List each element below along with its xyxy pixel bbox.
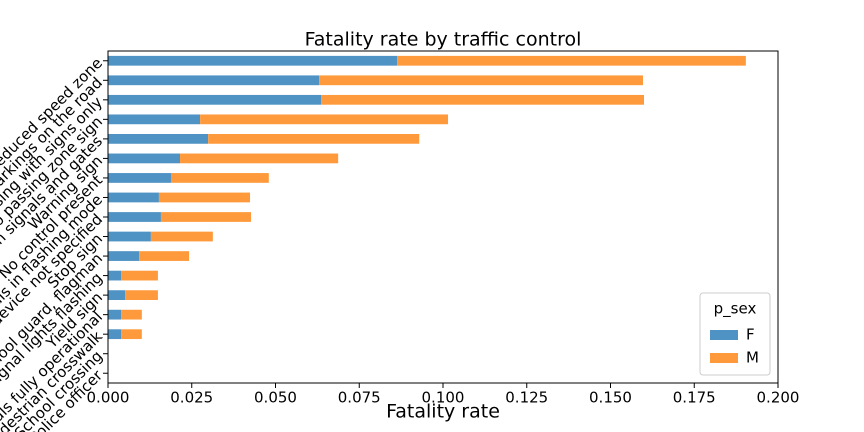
bar bbox=[160, 212, 252, 222]
bar bbox=[108, 192, 159, 203]
x-tick-label: 0.100 bbox=[422, 389, 465, 407]
bar bbox=[170, 173, 269, 183]
x-tick-label: 0.175 bbox=[673, 389, 716, 407]
legend-label: F bbox=[746, 326, 755, 344]
legend-swatch bbox=[710, 353, 738, 363]
bar bbox=[180, 153, 339, 164]
x-tick-label: 0.000 bbox=[87, 389, 130, 407]
bar bbox=[139, 251, 190, 261]
bar bbox=[108, 231, 151, 242]
bar bbox=[108, 212, 161, 222]
x-tick-label: 0.025 bbox=[170, 389, 213, 407]
bar bbox=[108, 94, 322, 105]
legend-title: p_sex bbox=[714, 300, 757, 319]
bar bbox=[108, 134, 209, 144]
x-tick-label: 0.125 bbox=[505, 389, 548, 407]
bar bbox=[108, 329, 122, 340]
bar bbox=[125, 290, 158, 300]
bar bbox=[321, 94, 644, 105]
plot-frame bbox=[107, 50, 779, 384]
bar bbox=[108, 153, 181, 164]
bar bbox=[150, 231, 213, 242]
bar bbox=[108, 270, 122, 281]
bar bbox=[108, 55, 398, 66]
bar bbox=[208, 134, 420, 144]
x-tick-label: 0.200 bbox=[757, 389, 800, 407]
bar bbox=[108, 251, 140, 261]
bar bbox=[121, 309, 142, 320]
bar bbox=[397, 55, 746, 66]
bar bbox=[108, 290, 126, 300]
legend-swatch bbox=[710, 330, 738, 340]
x-tick-label: 0.050 bbox=[254, 389, 297, 407]
x-tick-label: 0.150 bbox=[589, 389, 632, 407]
bar bbox=[108, 173, 171, 183]
bar bbox=[108, 75, 320, 86]
bar bbox=[200, 114, 449, 125]
legend-label: M bbox=[746, 349, 759, 367]
bar bbox=[121, 270, 158, 281]
x-axis-label: Fatality rate bbox=[386, 401, 500, 423]
bar bbox=[319, 75, 643, 86]
bar bbox=[108, 114, 201, 125]
chart-title: Fatality rate by traffic control bbox=[305, 29, 582, 51]
bar bbox=[121, 329, 142, 340]
bar bbox=[158, 192, 251, 203]
bar bbox=[108, 309, 122, 320]
x-tick-label: 0.075 bbox=[338, 389, 381, 407]
